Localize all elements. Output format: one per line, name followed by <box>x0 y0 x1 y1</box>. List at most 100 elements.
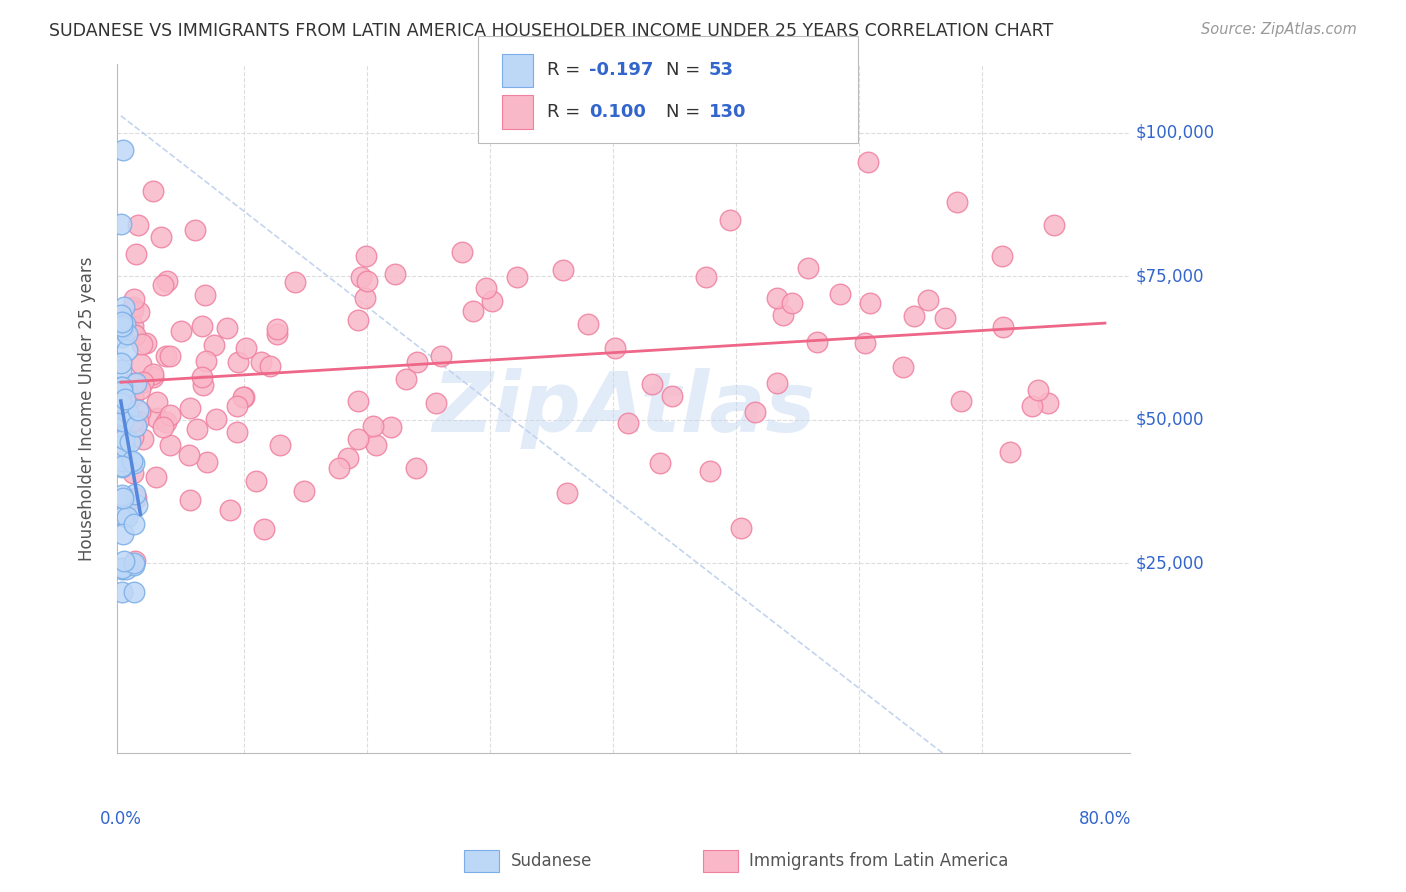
Point <box>124 327 146 342</box>
Point <box>641 377 664 392</box>
Point <box>110 379 132 393</box>
Point <box>661 389 683 403</box>
Point <box>159 438 181 452</box>
Point <box>122 293 145 307</box>
Point <box>506 269 529 284</box>
Point <box>110 561 132 575</box>
Text: $25,000: $25,000 <box>1136 554 1205 573</box>
Point <box>111 408 134 422</box>
Point <box>122 585 145 599</box>
Point <box>111 402 134 417</box>
Text: $100,000: $100,000 <box>1136 124 1215 142</box>
Point <box>830 287 852 301</box>
Point <box>131 357 153 371</box>
Point <box>266 327 288 342</box>
Point <box>233 390 256 404</box>
Text: 53: 53 <box>709 62 734 79</box>
Point <box>328 461 350 475</box>
Point <box>110 318 132 333</box>
Point <box>122 376 145 390</box>
Point <box>124 554 146 568</box>
Point <box>292 484 315 499</box>
Point <box>122 414 145 428</box>
Point <box>114 317 136 331</box>
Point <box>110 395 132 409</box>
Point <box>425 396 447 410</box>
Point <box>354 249 377 263</box>
Point <box>225 399 247 413</box>
Point <box>730 520 752 534</box>
Point <box>122 466 145 480</box>
Point <box>269 438 291 452</box>
Point <box>361 419 384 434</box>
Point <box>232 390 254 404</box>
Point <box>152 419 174 434</box>
Point <box>124 414 146 428</box>
Point <box>395 372 418 386</box>
Point <box>551 263 574 277</box>
Point <box>156 274 179 288</box>
Text: 0.100: 0.100 <box>589 103 645 121</box>
Point <box>336 451 359 466</box>
Text: $50,000: $50,000 <box>1136 411 1204 429</box>
Point <box>184 223 207 237</box>
Text: R =: R = <box>547 62 586 79</box>
Text: -0.197: -0.197 <box>589 62 654 79</box>
Point <box>111 414 134 428</box>
Point <box>142 370 165 384</box>
Point <box>481 294 503 309</box>
Point <box>122 302 145 317</box>
Point <box>159 349 181 363</box>
Point <box>111 322 134 336</box>
Point <box>650 456 672 470</box>
Point <box>226 425 249 439</box>
Point <box>903 309 925 323</box>
Point <box>125 418 148 433</box>
Point <box>179 401 201 416</box>
Point <box>124 558 146 573</box>
Point <box>111 384 134 398</box>
Point <box>170 324 193 338</box>
Point <box>617 417 640 431</box>
Point <box>177 448 200 462</box>
Point <box>122 556 145 570</box>
Point <box>142 184 165 198</box>
Point <box>110 308 132 322</box>
Point <box>218 503 240 517</box>
Text: N =: N = <box>666 62 706 79</box>
Point <box>117 343 139 358</box>
Point <box>555 486 578 500</box>
Point <box>766 291 789 305</box>
Point <box>112 432 135 446</box>
Point <box>226 355 249 369</box>
Point <box>406 355 429 369</box>
Point <box>128 305 150 319</box>
Point <box>122 326 145 340</box>
Point <box>347 312 370 326</box>
Point <box>744 405 766 419</box>
Point <box>179 492 201 507</box>
Point <box>111 488 134 502</box>
Point <box>191 369 214 384</box>
Point <box>946 194 969 209</box>
Point <box>127 414 149 428</box>
Point <box>131 336 153 351</box>
Point <box>122 389 145 403</box>
Text: 130: 130 <box>709 103 747 121</box>
Point <box>991 320 1014 334</box>
Point <box>111 319 134 334</box>
Point <box>194 354 217 368</box>
Point <box>112 439 135 453</box>
Point <box>266 322 288 336</box>
Point <box>856 154 879 169</box>
Text: Sudanese: Sudanese <box>510 852 592 871</box>
Point <box>142 367 165 381</box>
Point <box>155 415 177 429</box>
Point <box>364 438 387 452</box>
Point <box>114 392 136 406</box>
Point <box>796 261 818 276</box>
Point <box>111 318 134 333</box>
Point <box>117 406 139 420</box>
Point <box>917 293 939 307</box>
Point <box>111 330 134 344</box>
